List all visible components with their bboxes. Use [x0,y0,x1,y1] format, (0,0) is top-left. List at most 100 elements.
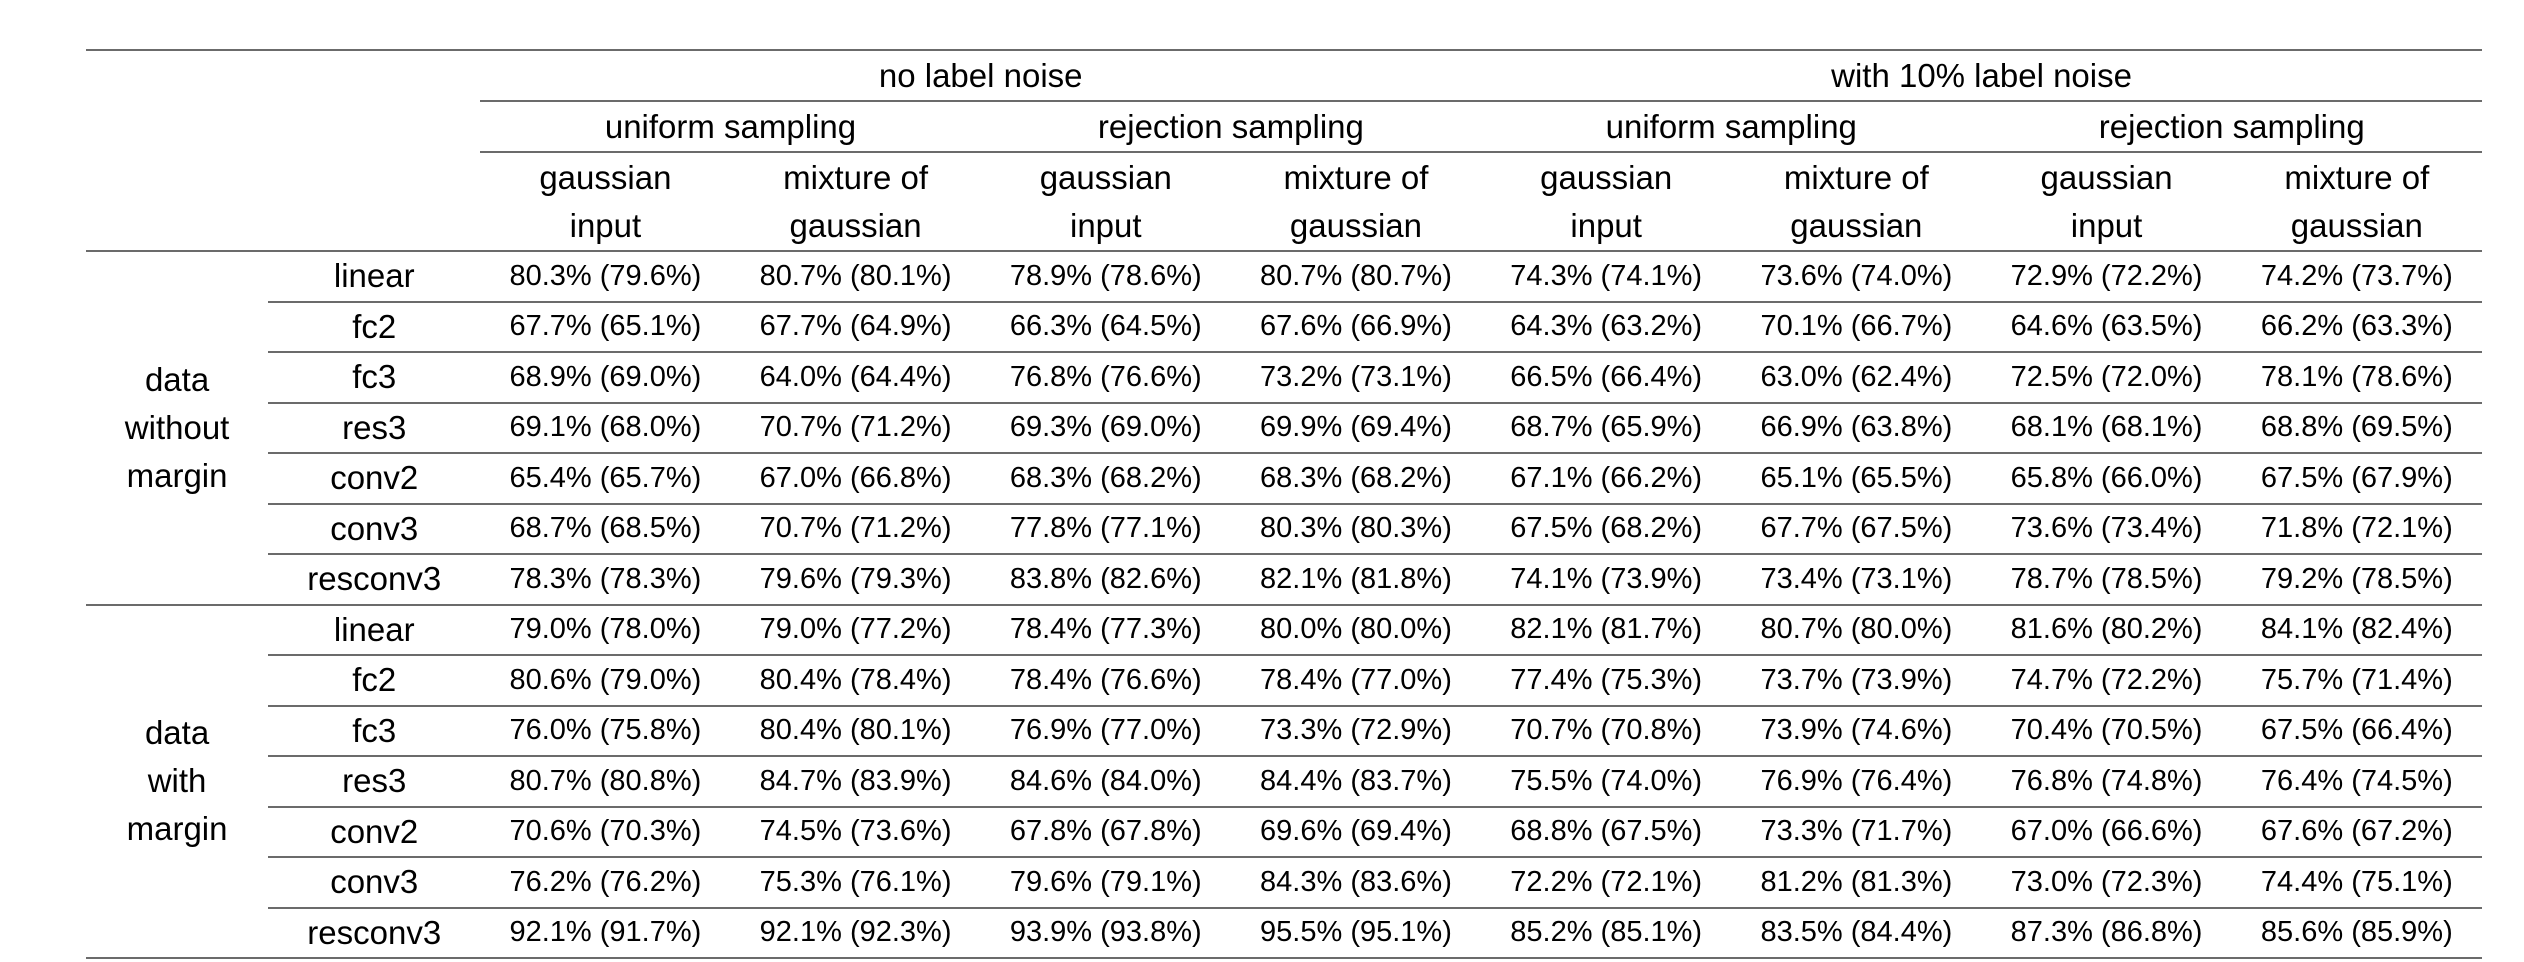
accuracy-cell: 65.4% (65.7%) [480,453,731,505]
header-input-type-line: gaussian [1039,158,1172,196]
accuracy-cell: 80.4% (80.1%) [730,705,981,757]
header-input-type-line: input [2070,206,2143,244]
model-name: resconv3 [268,907,481,959]
accuracy-cell: 68.7% (65.9%) [1481,402,1732,454]
table-row: res3 69.1% (68.0%) 70.7% (71.2%) 69.3% (69.… [86,402,2482,454]
accuracy-cell: 63.0% (62.4%) [1731,352,1982,404]
header-input-type: gaussian input [1981,152,2231,251]
model-name: conv2 [268,806,481,858]
accuracy-cell: 74.3% (74.1%) [1481,250,1732,303]
accuracy-cell: 76.0% (75.8%) [480,705,731,757]
accuracy-cell: 69.3% (69.0%) [980,402,1231,454]
table-row: res3 80.7% (80.8%) 84.7% (83.9%) 84.6% (84.… [86,756,2482,808]
accuracy-cell: 64.3% (63.2%) [1481,301,1732,353]
accuracy-cell: 64.0% (64.4%) [730,352,981,404]
accuracy-cell: 84.4% (83.7%) [1230,756,1482,808]
accuracy-cell: 66.2% (63.3%) [2231,301,2482,353]
results-table: no label noise with 10% label noise unif… [86,49,2482,959]
accuracy-cell: 70.7% (71.2%) [730,402,981,454]
header-input-type-line: gaussian [539,158,672,196]
table-row: fc2 80.6% (79.0%) 80.4% (78.4%) 78.4% (76.6… [86,655,2482,707]
section-label: data with margin [86,603,269,959]
header-input-type-line: gaussian [1289,206,1423,244]
model-name: resconv3 [268,554,481,606]
header-sampling: rejection sampling [1981,101,2482,153]
model-name: fc3 [268,705,481,757]
accuracy-cell: 81.2% (81.3%) [1731,857,1982,909]
accuracy-cell: 78.1% (78.6%) [2231,352,2482,404]
accuracy-cell: 76.9% (76.4%) [1731,756,1982,808]
accuracy-cell: 70.7% (70.8%) [1481,705,1732,757]
accuracy-cell: 73.9% (74.6%) [1731,705,1982,757]
accuracy-cell: 95.5% (95.1%) [1230,907,1482,959]
section-label-line: margin [126,456,228,494]
accuracy-cell: 85.6% (85.9%) [2231,907,2482,959]
accuracy-cell: 67.0% (66.6%) [1981,806,2232,858]
accuracy-cell: 76.2% (76.2%) [480,857,731,909]
header-input-type-line: input [569,206,642,244]
section-label-line: data [144,714,210,752]
accuracy-cell: 78.7% (78.5%) [1981,554,2232,606]
accuracy-cell: 65.8% (66.0%) [1981,453,2232,505]
section-label-line: without [124,408,230,446]
accuracy-cell: 67.7% (67.5%) [1731,503,1982,555]
header-input-type-line: mixture of [2284,158,2430,196]
table-row: conv2 65.4% (65.7%) 67.0% (66.8%) 68.3% (68… [86,453,2482,505]
table-row: fc3 68.9% (69.0%) 64.0% (64.4%) 76.8% (76.6… [86,352,2482,404]
header-input-type-line: gaussian [1790,206,1923,244]
accuracy-cell: 78.4% (77.3%) [980,603,1231,656]
header-no-label-noise: no label noise [480,49,1482,102]
corner-cell [268,101,480,152]
accuracy-cell: 73.4% (73.1%) [1731,554,1982,606]
section-label-line: data [144,360,210,398]
corner-cell [86,152,268,251]
accuracy-cell: 68.3% (68.2%) [980,453,1231,505]
model-name: linear [268,603,481,656]
corner-cell [86,101,268,152]
accuracy-cell: 74.1% (73.9%) [1481,554,1732,606]
header-input-type-line: gaussian [789,206,922,244]
accuracy-cell: 78.9% (78.6%) [980,250,1231,303]
accuracy-cell: 93.9% (93.8%) [980,907,1231,959]
accuracy-cell: 79.0% (78.0%) [480,603,731,656]
accuracy-cell: 80.6% (79.0%) [480,655,731,707]
accuracy-cell: 66.3% (64.5%) [980,301,1231,353]
accuracy-cell: 84.3% (83.6%) [1230,857,1482,909]
model-name: res3 [268,402,481,454]
accuracy-cell: 76.4% (74.5%) [2231,756,2482,808]
accuracy-cell: 80.3% (79.6%) [480,250,731,303]
section-label: data without margin [86,250,269,606]
accuracy-cell: 66.9% (63.8%) [1731,402,1982,454]
accuracy-cell: 71.8% (72.1%) [2231,503,2482,555]
header-input-type: gaussian input [981,152,1231,251]
accuracy-cell: 78.4% (77.0%) [1230,655,1482,707]
accuracy-cell: 67.6% (66.9%) [1230,301,1482,353]
accuracy-cell: 79.0% (77.2%) [730,603,981,656]
accuracy-cell: 80.3% (80.3%) [1230,503,1482,555]
accuracy-cell: 73.7% (73.9%) [1731,655,1982,707]
accuracy-cell: 83.5% (84.4%) [1731,907,1982,959]
accuracy-cell: 74.4% (75.1%) [2231,857,2482,909]
accuracy-cell: 75.3% (76.1%) [730,857,981,909]
table-row: fc3 76.0% (75.8%) 80.4% (80.1%) 76.9% (77.0… [86,705,2482,757]
accuracy-cell: 79.6% (79.1%) [980,857,1231,909]
accuracy-cell: 73.6% (74.0%) [1731,250,1982,303]
accuracy-cell: 70.7% (71.2%) [730,503,981,555]
accuracy-cell: 68.8% (67.5%) [1481,806,1732,858]
model-name: fc3 [268,352,481,404]
model-name: linear [268,250,481,303]
accuracy-cell: 64.6% (63.5%) [1981,301,2232,353]
accuracy-cell: 81.6% (80.2%) [1981,603,2232,656]
accuracy-cell: 73.2% (73.1%) [1230,352,1482,404]
accuracy-cell: 84.1% (82.4%) [2231,603,2482,656]
accuracy-cell: 68.1% (68.1%) [1981,402,2232,454]
header-input-type-line: gaussian [1540,158,1673,196]
header-input-type: gaussian input [480,152,730,251]
accuracy-cell: 73.0% (72.3%) [1981,857,2232,909]
model-name: conv2 [268,453,481,505]
accuracy-cell: 70.4% (70.5%) [1981,705,2232,757]
accuracy-cell: 77.4% (75.3%) [1481,655,1732,707]
accuracy-cell: 72.2% (72.1%) [1481,857,1732,909]
header-input-type-line: mixture of [1783,158,1929,196]
accuracy-cell: 80.0% (80.0%) [1230,603,1482,656]
